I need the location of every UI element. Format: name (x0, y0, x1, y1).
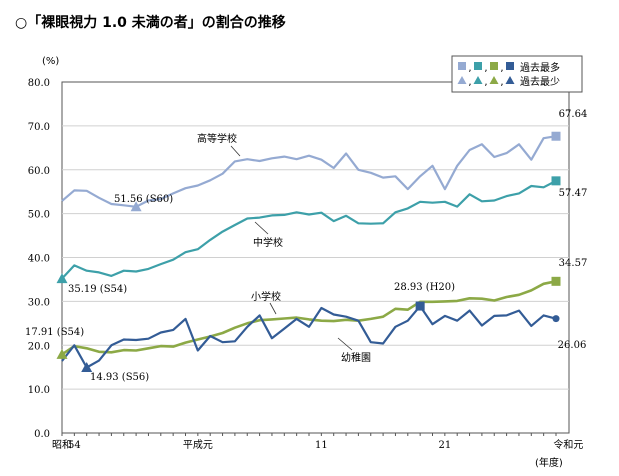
annotation: 57.47 (559, 188, 588, 199)
legend-min-label: 過去最少 (520, 76, 560, 88)
series-lines (61, 135, 557, 369)
x-tick-label: 21 (438, 440, 451, 451)
x-tick-label: 54 (68, 440, 81, 451)
min-marker (56, 273, 68, 284)
x-unit-label: (年度) (535, 456, 563, 469)
y-tick-label: 10.0 (28, 385, 50, 396)
y-axis: 0.0 10.0 20.0 30.0 40.0 50.0 60.0 70.0 80.0 (28, 78, 50, 440)
end-marker (552, 315, 560, 323)
min-marker (130, 201, 142, 212)
legend-separator: , (468, 77, 471, 88)
annotation: 28.93 (H20) (394, 282, 455, 293)
annotation: 67.64 (559, 109, 588, 120)
annotations: 67.64 57.47 51.56 (S60) 35.19 (S54) 34.57 28.… (25, 109, 587, 383)
legend-min-symbol (473, 76, 483, 84)
annotation: 14.93 (S56) (90, 372, 149, 383)
series-label: 小学校 (251, 290, 281, 303)
annotation: 17.91 (S54) (25, 327, 84, 338)
annotation: 51.56 (S60) (114, 194, 173, 205)
y-tick-label: 30.0 (28, 297, 50, 308)
series-line (61, 280, 557, 356)
legend-separator: , (484, 63, 487, 74)
y-tick-label: 70.0 (28, 122, 50, 133)
series-label: 中学校 (253, 236, 283, 249)
legend-max-label: 過去最多 (520, 61, 560, 74)
y-unit-label: (%) (42, 56, 59, 67)
x-tick-label: 昭和 (52, 439, 72, 451)
min-marker (81, 361, 93, 372)
legend-separator: , (500, 77, 503, 88)
legend-max-symbol (506, 62, 514, 70)
series-label: 幼稚園 (341, 351, 371, 364)
series-line (61, 305, 557, 369)
y-tick-label: 50.0 (28, 210, 50, 221)
legend-min-symbol (489, 76, 499, 84)
max-marker (415, 301, 425, 311)
extreme-markers (56, 131, 561, 372)
y-tick-label: 60.0 (28, 166, 50, 177)
y-tick-label: 0.0 (34, 429, 50, 440)
label-leader (230, 145, 241, 157)
y-tick-label: 20.0 (28, 341, 50, 352)
max-marker (551, 131, 561, 141)
legend-separator: , (484, 77, 487, 88)
legend-separator: , (500, 63, 503, 74)
legend-box (451, 55, 583, 93)
annotation: 35.19 (S54) (68, 284, 127, 295)
annotation: 34.57 (559, 258, 588, 269)
min-marker (56, 348, 68, 359)
grid-lines (62, 125, 569, 390)
label-leader (337, 337, 353, 351)
label-leader (269, 302, 277, 315)
series-line (61, 135, 557, 208)
legend-separator: , (468, 63, 471, 74)
max-marker (551, 276, 561, 286)
legend-min-symbol (457, 76, 467, 84)
y-tick-label: 80.0 (28, 78, 50, 89)
chart-title: ○「裸眼視力 1.0 未満の者」の割合の推移 (15, 14, 286, 31)
legend-min-symbol (505, 76, 515, 84)
legend-max-symbol (474, 62, 482, 70)
legend-max-symbol (490, 62, 498, 70)
series-label: 高等学校 (197, 132, 237, 145)
x-tick-label: 11 (315, 440, 328, 451)
x-tick-label: 令和元 (553, 438, 583, 451)
series-line (61, 179, 557, 280)
annotation: 26.06 (558, 340, 587, 351)
x-tick-label: 平成元 (183, 439, 213, 451)
max-marker (551, 176, 561, 186)
y-tick-label: 40.0 (28, 254, 50, 265)
label-leader (254, 221, 269, 235)
legend-max-symbol (458, 62, 466, 70)
